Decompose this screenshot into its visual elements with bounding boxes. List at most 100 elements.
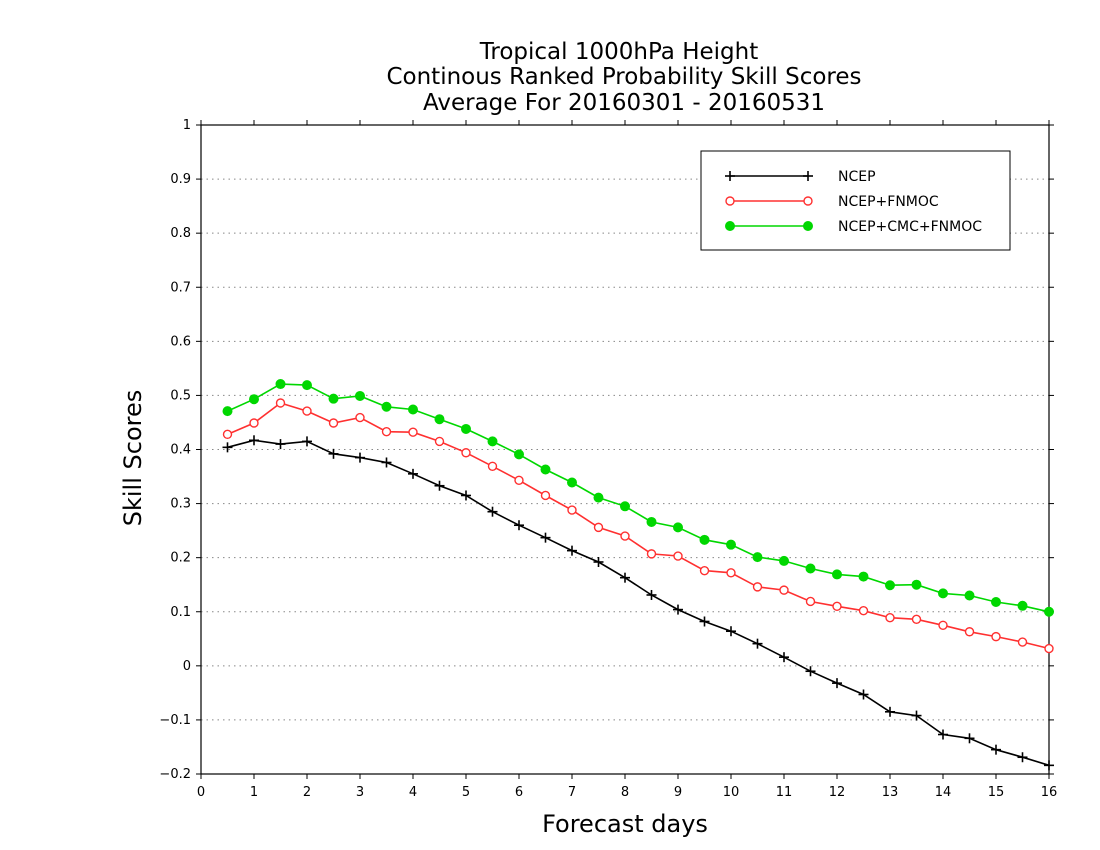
y-tick-label: −0.1 <box>159 713 191 728</box>
data-point-ncep <box>885 706 895 717</box>
data-point-ncep <box>540 532 551 543</box>
x-tick-label: 2 <box>303 785 311 800</box>
data-point-ncep-fnmoc <box>461 448 471 458</box>
legend-marker-ncep-fnmoc <box>725 196 735 206</box>
series-ncep-fnmoc <box>222 398 1054 654</box>
x-tick-label: 9 <box>674 785 682 800</box>
data-point-ncep-fnmoc <box>938 620 948 630</box>
data-point-ncep <box>302 436 312 447</box>
data-point-ncep-fnmoc <box>328 418 339 428</box>
data-point-ncep-cmc-fnmoc <box>991 597 1001 608</box>
data-point-ncep <box>567 545 577 556</box>
data-point-ncep-fnmoc <box>487 461 498 471</box>
data-point-ncep-cmc-fnmoc <box>249 394 259 405</box>
data-point-ncep <box>249 435 259 446</box>
x-tick-label: 7 <box>568 785 576 800</box>
data-point-ncep-cmc-fnmoc <box>885 580 895 591</box>
y-tick-label: 0.9 <box>170 172 191 187</box>
data-point-ncep-cmc-fnmoc <box>964 590 975 601</box>
legend-samples <box>725 171 813 231</box>
data-point-ncep-cmc-fnmoc <box>514 449 524 460</box>
legend-label-ncep-fnmoc: NCEP+FNMOC <box>838 194 939 210</box>
data-point-ncep-fnmoc <box>355 412 365 423</box>
data-point-ncep-fnmoc <box>805 596 816 607</box>
data-point-ncep-fnmoc <box>832 601 842 612</box>
y-axis-title: Skill Scores <box>119 390 147 527</box>
data-point-ncep <box>832 678 842 689</box>
data-point-ncep-cmc-fnmoc <box>911 579 922 590</box>
x-tick-label: 0 <box>197 785 205 800</box>
data-point-ncep-fnmoc <box>699 565 710 576</box>
x-tick-label: 15 <box>988 785 1005 800</box>
data-point-ncep-fnmoc <box>726 568 736 578</box>
data-point-ncep-cmc-fnmoc <box>752 552 763 563</box>
data-point-ncep-fnmoc <box>249 418 259 428</box>
chart-title-line-2: Continous Ranked Probability Skill Score… <box>386 64 861 90</box>
data-point-ncep-fnmoc <box>752 582 763 592</box>
data-point-ncep-cmc-fnmoc <box>646 516 657 527</box>
data-point-ncep <box>699 616 710 627</box>
data-point-ncep <box>805 666 816 677</box>
y-tick-label: 1 <box>183 118 191 133</box>
y-tick-label: 0.3 <box>170 497 191 512</box>
data-point-ncep-fnmoc <box>964 627 975 637</box>
x-axis-tick-labels: 0 1 2 3 4 5 6 7 8 9 10 11 12 13 14 15 16 <box>197 785 1057 800</box>
chart-title-line-3: Average For 20160301 - 20160531 <box>423 90 825 116</box>
data-point-ncep-cmc-fnmoc <box>805 563 816 574</box>
data-point-ncep <box>381 457 392 468</box>
data-point-ncep-fnmoc <box>222 429 233 440</box>
y-tick-label: 0.8 <box>170 226 191 241</box>
data-point-ncep-cmc-fnmoc <box>1017 600 1028 611</box>
data-point-ncep-cmc-fnmoc <box>302 380 312 391</box>
data-point-ncep-fnmoc <box>911 614 922 625</box>
data-point-ncep-cmc-fnmoc <box>275 379 286 390</box>
legend-marker-ncep <box>725 171 735 181</box>
data-point-ncep <box>964 733 975 744</box>
y-tick-label: 0.1 <box>170 605 191 620</box>
data-point-ncep-fnmoc <box>275 398 286 408</box>
y-tick-label: 0.6 <box>170 334 191 349</box>
legend: NCEP NCEP+FNMOC NCEP+CMC+FNMOC <box>700 150 1011 251</box>
data-point-ncep-fnmoc <box>858 605 869 616</box>
data-point-ncep-fnmoc <box>1044 643 1054 654</box>
y-tick-label: 0.2 <box>170 551 191 566</box>
data-point-ncep-cmc-fnmoc <box>832 569 842 580</box>
data-point-ncep-cmc-fnmoc <box>567 477 577 488</box>
data-point-ncep <box>434 480 445 491</box>
chart-title: Tropical 1000hPa Height Continous Ranked… <box>386 39 861 116</box>
data-point-ncep-fnmoc <box>540 490 551 501</box>
data-point-ncep-fnmoc <box>779 585 789 595</box>
data-point-ncep <box>752 638 763 649</box>
data-point-ncep-fnmoc <box>408 427 418 437</box>
data-point-ncep-cmc-fnmoc <box>858 571 869 582</box>
legend-marker-ncep <box>803 171 813 181</box>
data-point-ncep-fnmoc <box>593 522 604 533</box>
data-point-ncep-cmc-fnmoc <box>381 401 392 412</box>
data-point-ncep-cmc-fnmoc <box>222 406 233 417</box>
data-point-ncep-cmc-fnmoc <box>938 588 948 599</box>
series-line-ncep <box>227 439 1050 767</box>
data-point-ncep <box>222 442 233 453</box>
data-point-ncep <box>461 490 471 501</box>
data-point-ncep-fnmoc <box>514 475 524 486</box>
data-point-ncep <box>487 506 498 517</box>
y-tick-label: 0.5 <box>170 388 191 403</box>
data-point-ncep <box>514 520 524 531</box>
y-tick-label: 0.4 <box>170 443 191 458</box>
data-point-ncep-cmc-fnmoc <box>461 423 471 434</box>
data-point-ncep-cmc-fnmoc <box>593 492 604 503</box>
data-point-ncep <box>1044 760 1054 771</box>
data-point-ncep-fnmoc <box>885 612 895 623</box>
data-point-ncep <box>911 710 922 721</box>
y-axis-tick-labels: −0.2 −0.1 0 0.1 0.2 0.3 0.4 0.5 0.6 0.7 0.8 0.9 1 <box>159 118 191 782</box>
legend-label-ncep: NCEP <box>838 169 876 185</box>
series-ncep-cmc-fnmoc <box>222 379 1054 617</box>
series-ncep <box>222 435 1054 771</box>
x-tick-label: 12 <box>829 785 846 800</box>
data-point-ncep-cmc-fnmoc <box>726 539 736 550</box>
data-point-ncep-fnmoc <box>381 426 392 437</box>
data-point-ncep-cmc-fnmoc <box>487 436 498 447</box>
y-tick-label: 0 <box>183 659 191 674</box>
legend-marker-ncep-fnmoc <box>803 196 813 206</box>
